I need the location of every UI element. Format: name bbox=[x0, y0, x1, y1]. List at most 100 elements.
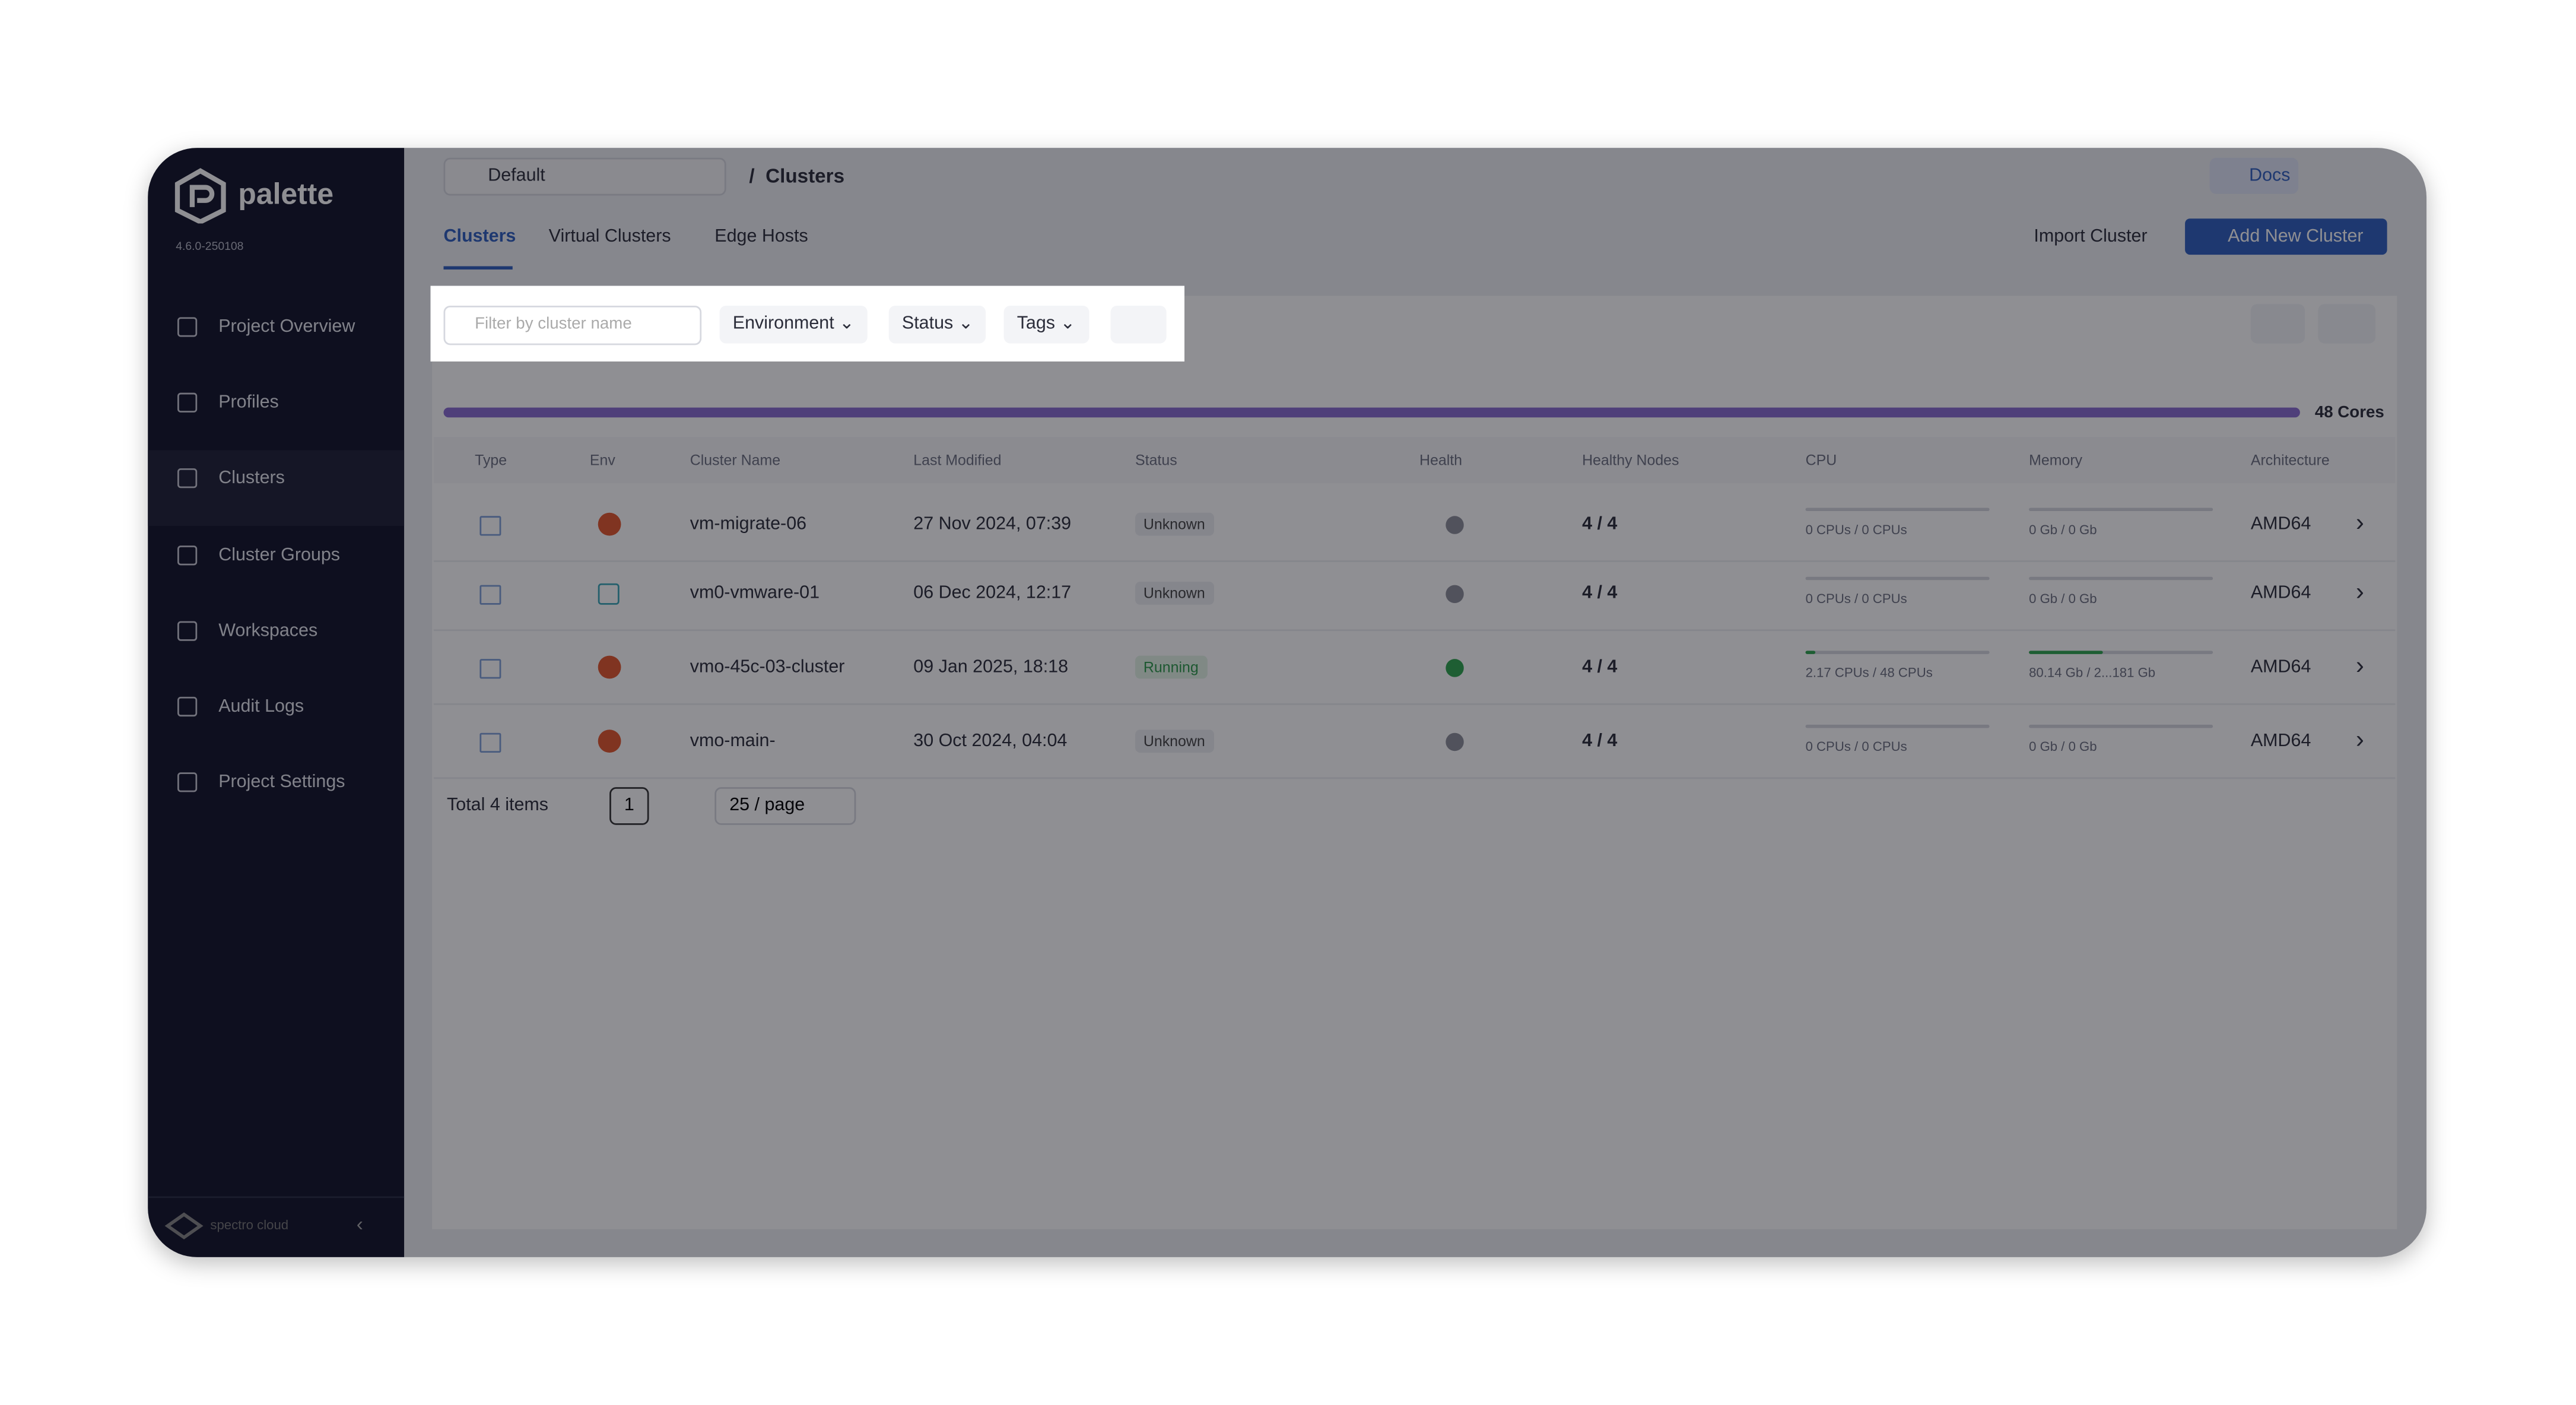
version: 4.6.0-250108 bbox=[176, 241, 244, 253]
type-icon bbox=[479, 585, 501, 605]
nav-item[interactable]: Project Settings bbox=[218, 772, 345, 792]
cpu-bar-fill bbox=[1805, 651, 1816, 654]
map-button[interactable] bbox=[2250, 304, 2305, 344]
project-name: Default bbox=[488, 166, 545, 186]
row-divider bbox=[433, 560, 2396, 562]
total-items: Total 4 items bbox=[447, 795, 548, 816]
cpu-bar bbox=[1805, 508, 1990, 512]
filter-dropdown[interactable]: Environment ⌄ bbox=[719, 305, 868, 344]
row-divider bbox=[433, 629, 2396, 632]
env-icon bbox=[598, 655, 621, 679]
column-header[interactable]: Architecture bbox=[2250, 452, 2330, 469]
health-icon bbox=[1446, 659, 1464, 677]
column-header[interactable]: Health bbox=[1419, 452, 1463, 469]
add-cluster-label: Add New Cluster bbox=[2228, 227, 2364, 247]
memory-bar bbox=[2029, 508, 2213, 512]
nav-active-bg bbox=[148, 451, 405, 527]
cluster-name[interactable]: vm0-vmware-01 bbox=[690, 583, 820, 604]
row-chevron[interactable]: › bbox=[2356, 578, 2364, 607]
column-header[interactable]: Memory bbox=[2029, 452, 2083, 469]
health-icon bbox=[1446, 585, 1464, 604]
last-modified: 06 Dec 2024, 12:17 bbox=[913, 583, 1072, 604]
search-placeholder: Filter by cluster name bbox=[475, 315, 632, 334]
nav-item[interactable]: Workspaces bbox=[218, 620, 318, 641]
row-divider bbox=[433, 777, 2396, 779]
cpu-usage: 0 CPUs / 0 CPUs bbox=[1805, 591, 1907, 607]
architecture: AMD64 bbox=[2250, 657, 2311, 677]
memory-usage: 0 Gb / 0 Gb bbox=[2029, 591, 2097, 607]
cluster-name[interactable]: vm-migrate-06 bbox=[690, 514, 807, 534]
nav-item[interactable]: Audit Logs bbox=[218, 696, 304, 717]
docs-button[interactable] bbox=[2209, 157, 2299, 194]
footer-brand: spectro cloud bbox=[210, 1217, 289, 1233]
nav-icon bbox=[177, 393, 198, 413]
filter-dropdown[interactable]: Tags ⌄ bbox=[1003, 305, 1089, 344]
active-tab-underline bbox=[443, 266, 513, 270]
status-badge: Unknown bbox=[1135, 512, 1214, 536]
nav-icon bbox=[177, 469, 198, 489]
brand: palette bbox=[238, 177, 334, 211]
nav-item[interactable]: Project Overview bbox=[218, 317, 355, 337]
page-number[interactable]: 1 bbox=[609, 787, 649, 825]
nav-item[interactable]: Clusters bbox=[218, 469, 285, 489]
breadcrumb-sep: / bbox=[749, 164, 755, 188]
filter-dropdown[interactable]: Status ⌄ bbox=[888, 305, 987, 344]
logo bbox=[174, 168, 226, 224]
healthy-nodes: 4 / 4 bbox=[1582, 583, 1618, 604]
search-input[interactable] bbox=[443, 305, 702, 345]
docs-label: Docs bbox=[2249, 166, 2291, 186]
env-icon bbox=[598, 583, 620, 605]
column-header[interactable]: Status bbox=[1135, 452, 1177, 469]
column-header[interactable]: Healthy Nodes bbox=[1582, 452, 1679, 469]
row-divider bbox=[433, 703, 2396, 705]
cpu-bar bbox=[1805, 576, 1990, 581]
export-button[interactable] bbox=[2318, 304, 2376, 344]
main: Default / Clusters Docs Import Cluster A… bbox=[404, 148, 2426, 1257]
type-icon bbox=[479, 516, 501, 536]
project-select[interactable] bbox=[443, 157, 726, 196]
row-chevron[interactable]: › bbox=[2356, 726, 2364, 754]
architecture: AMD64 bbox=[2250, 514, 2311, 534]
status-badge: Unknown bbox=[1135, 730, 1214, 753]
import-button[interactable]: Import Cluster bbox=[2034, 227, 2148, 247]
breadcrumb: Clusters bbox=[766, 164, 845, 188]
memory-bar bbox=[2029, 576, 2213, 581]
cpu-usage: 0 CPUs / 0 CPUs bbox=[1805, 739, 1907, 754]
tab[interactable]: Clusters bbox=[443, 227, 516, 247]
column-header[interactable]: Last Modified bbox=[913, 452, 1002, 469]
column-header[interactable]: Type bbox=[475, 452, 507, 469]
tab[interactable]: Edge Hosts bbox=[714, 227, 808, 247]
env-icon bbox=[598, 512, 621, 536]
nav-icon bbox=[177, 545, 198, 565]
spectro-logo bbox=[164, 1212, 204, 1240]
nav-item[interactable]: Cluster Groups bbox=[218, 545, 341, 565]
nav-item[interactable]: Profiles bbox=[218, 393, 279, 413]
row-chevron[interactable]: › bbox=[2356, 652, 2364, 681]
app-window: palette 4.6.0-250108 spectro cloud ‹ Pro… bbox=[148, 148, 2427, 1257]
healthy-nodes: 4 / 4 bbox=[1582, 514, 1618, 534]
column-header[interactable]: CPU bbox=[1805, 452, 1837, 469]
memory-usage: 0 Gb / 0 Gb bbox=[2029, 522, 2097, 538]
healthy-nodes: 4 / 4 bbox=[1582, 657, 1618, 677]
cpu-bar bbox=[1805, 724, 1990, 728]
health-icon bbox=[1446, 516, 1464, 534]
tab[interactable]: Virtual Clusters bbox=[548, 227, 671, 247]
memory-usage: 80.14 Gb / 2...181 Gb bbox=[2029, 665, 2156, 681]
type-icon bbox=[479, 659, 501, 679]
page-size[interactable]: 25 / page bbox=[714, 787, 856, 825]
column-header[interactable]: Cluster Name bbox=[690, 452, 781, 469]
nav-icon bbox=[177, 620, 198, 641]
cluster-name[interactable]: vmo-45c-03-cluster bbox=[690, 657, 845, 677]
env-icon bbox=[598, 730, 621, 753]
column-header[interactable]: Env bbox=[589, 452, 615, 469]
nav-icon bbox=[177, 772, 198, 792]
memory-bar bbox=[2029, 724, 2213, 728]
add-cluster-button[interactable] bbox=[2185, 218, 2387, 255]
filter-button[interactable] bbox=[1110, 305, 1167, 344]
last-modified: 09 Jan 2025, 18:18 bbox=[913, 657, 1069, 677]
collapse-button[interactable]: ‹ bbox=[356, 1213, 363, 1236]
cluster-name[interactable]: vmo-main- bbox=[690, 731, 776, 751]
status-badge: Running bbox=[1135, 655, 1207, 679]
health-icon bbox=[1446, 732, 1464, 751]
row-chevron[interactable]: › bbox=[2356, 509, 2364, 538]
